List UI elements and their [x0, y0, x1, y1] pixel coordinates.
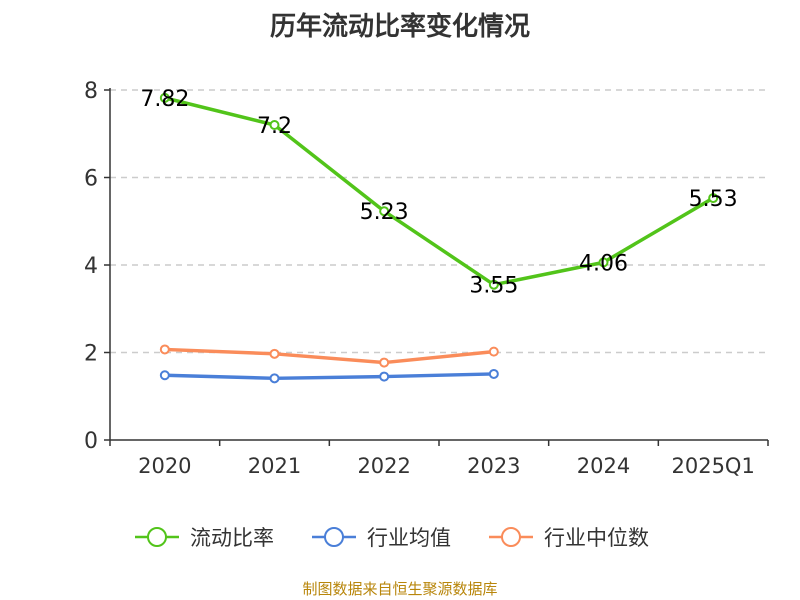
x-tick-label: 2021	[248, 454, 301, 478]
y-tick-label: 4	[84, 254, 98, 279]
x-tick-label: 2023	[467, 454, 520, 478]
x-tick-label: 2024	[577, 454, 630, 478]
y-tick-label: 0	[84, 429, 98, 454]
data-label: 4.06	[579, 251, 628, 276]
x-tick-label: 2020	[138, 454, 191, 478]
legend: 流动比率 行业均值 行业中位数	[135, 526, 649, 550]
series-line	[164, 372, 494, 381]
data-point	[488, 279, 499, 290]
data-label: 7.2	[257, 114, 292, 139]
y-tick-label: 6	[84, 167, 98, 192]
legend-item: 流动比率	[135, 526, 274, 550]
legend-item: 行业均值	[312, 526, 451, 550]
x-tick-label: 2025Q1	[671, 454, 754, 478]
x-tick-label: 2022	[357, 454, 410, 478]
data-point	[159, 344, 170, 355]
legend-marker	[147, 527, 167, 547]
data-label: 5.53	[689, 187, 738, 212]
data-point	[488, 346, 499, 357]
data-point	[379, 206, 390, 217]
data-point	[159, 370, 170, 381]
legend-marker	[501, 527, 521, 547]
data-labels: 7.82 7.2 5.23 3.55 4.06 5.53	[140, 87, 737, 299]
data-point	[269, 120, 280, 130]
data-label: 7.82	[140, 87, 189, 112]
legend-marker	[324, 527, 344, 547]
data-point	[269, 348, 280, 359]
data-point	[159, 92, 170, 103]
y-tick-label: 8	[84, 79, 98, 104]
data-label: 3.55	[469, 274, 518, 299]
series-lines	[159, 92, 719, 384]
data-point	[488, 368, 499, 379]
series-line	[164, 96, 715, 287]
legend-label: 流动比率	[190, 526, 274, 550]
series-line	[164, 347, 495, 365]
data-point	[708, 193, 719, 204]
data-point	[598, 257, 609, 268]
chart-title: 历年流动比率变化情况	[269, 12, 530, 42]
data-point	[269, 373, 280, 384]
legend-label: 行业均值	[367, 526, 451, 550]
data-point	[379, 371, 390, 382]
source-note: 制图数据来自恒生聚源数据库	[302, 580, 498, 598]
y-tick-label: 2	[84, 342, 98, 367]
data-point	[379, 357, 390, 368]
axes: 0 2 4 6 8 2020 2021 2022 2023 2024 2025Q1	[84, 79, 769, 478]
gridlines	[110, 89, 768, 354]
data-label: 5.23	[360, 200, 409, 225]
legend-label: 行业中位数	[544, 526, 649, 550]
legend-item: 行业中位数	[489, 526, 649, 550]
